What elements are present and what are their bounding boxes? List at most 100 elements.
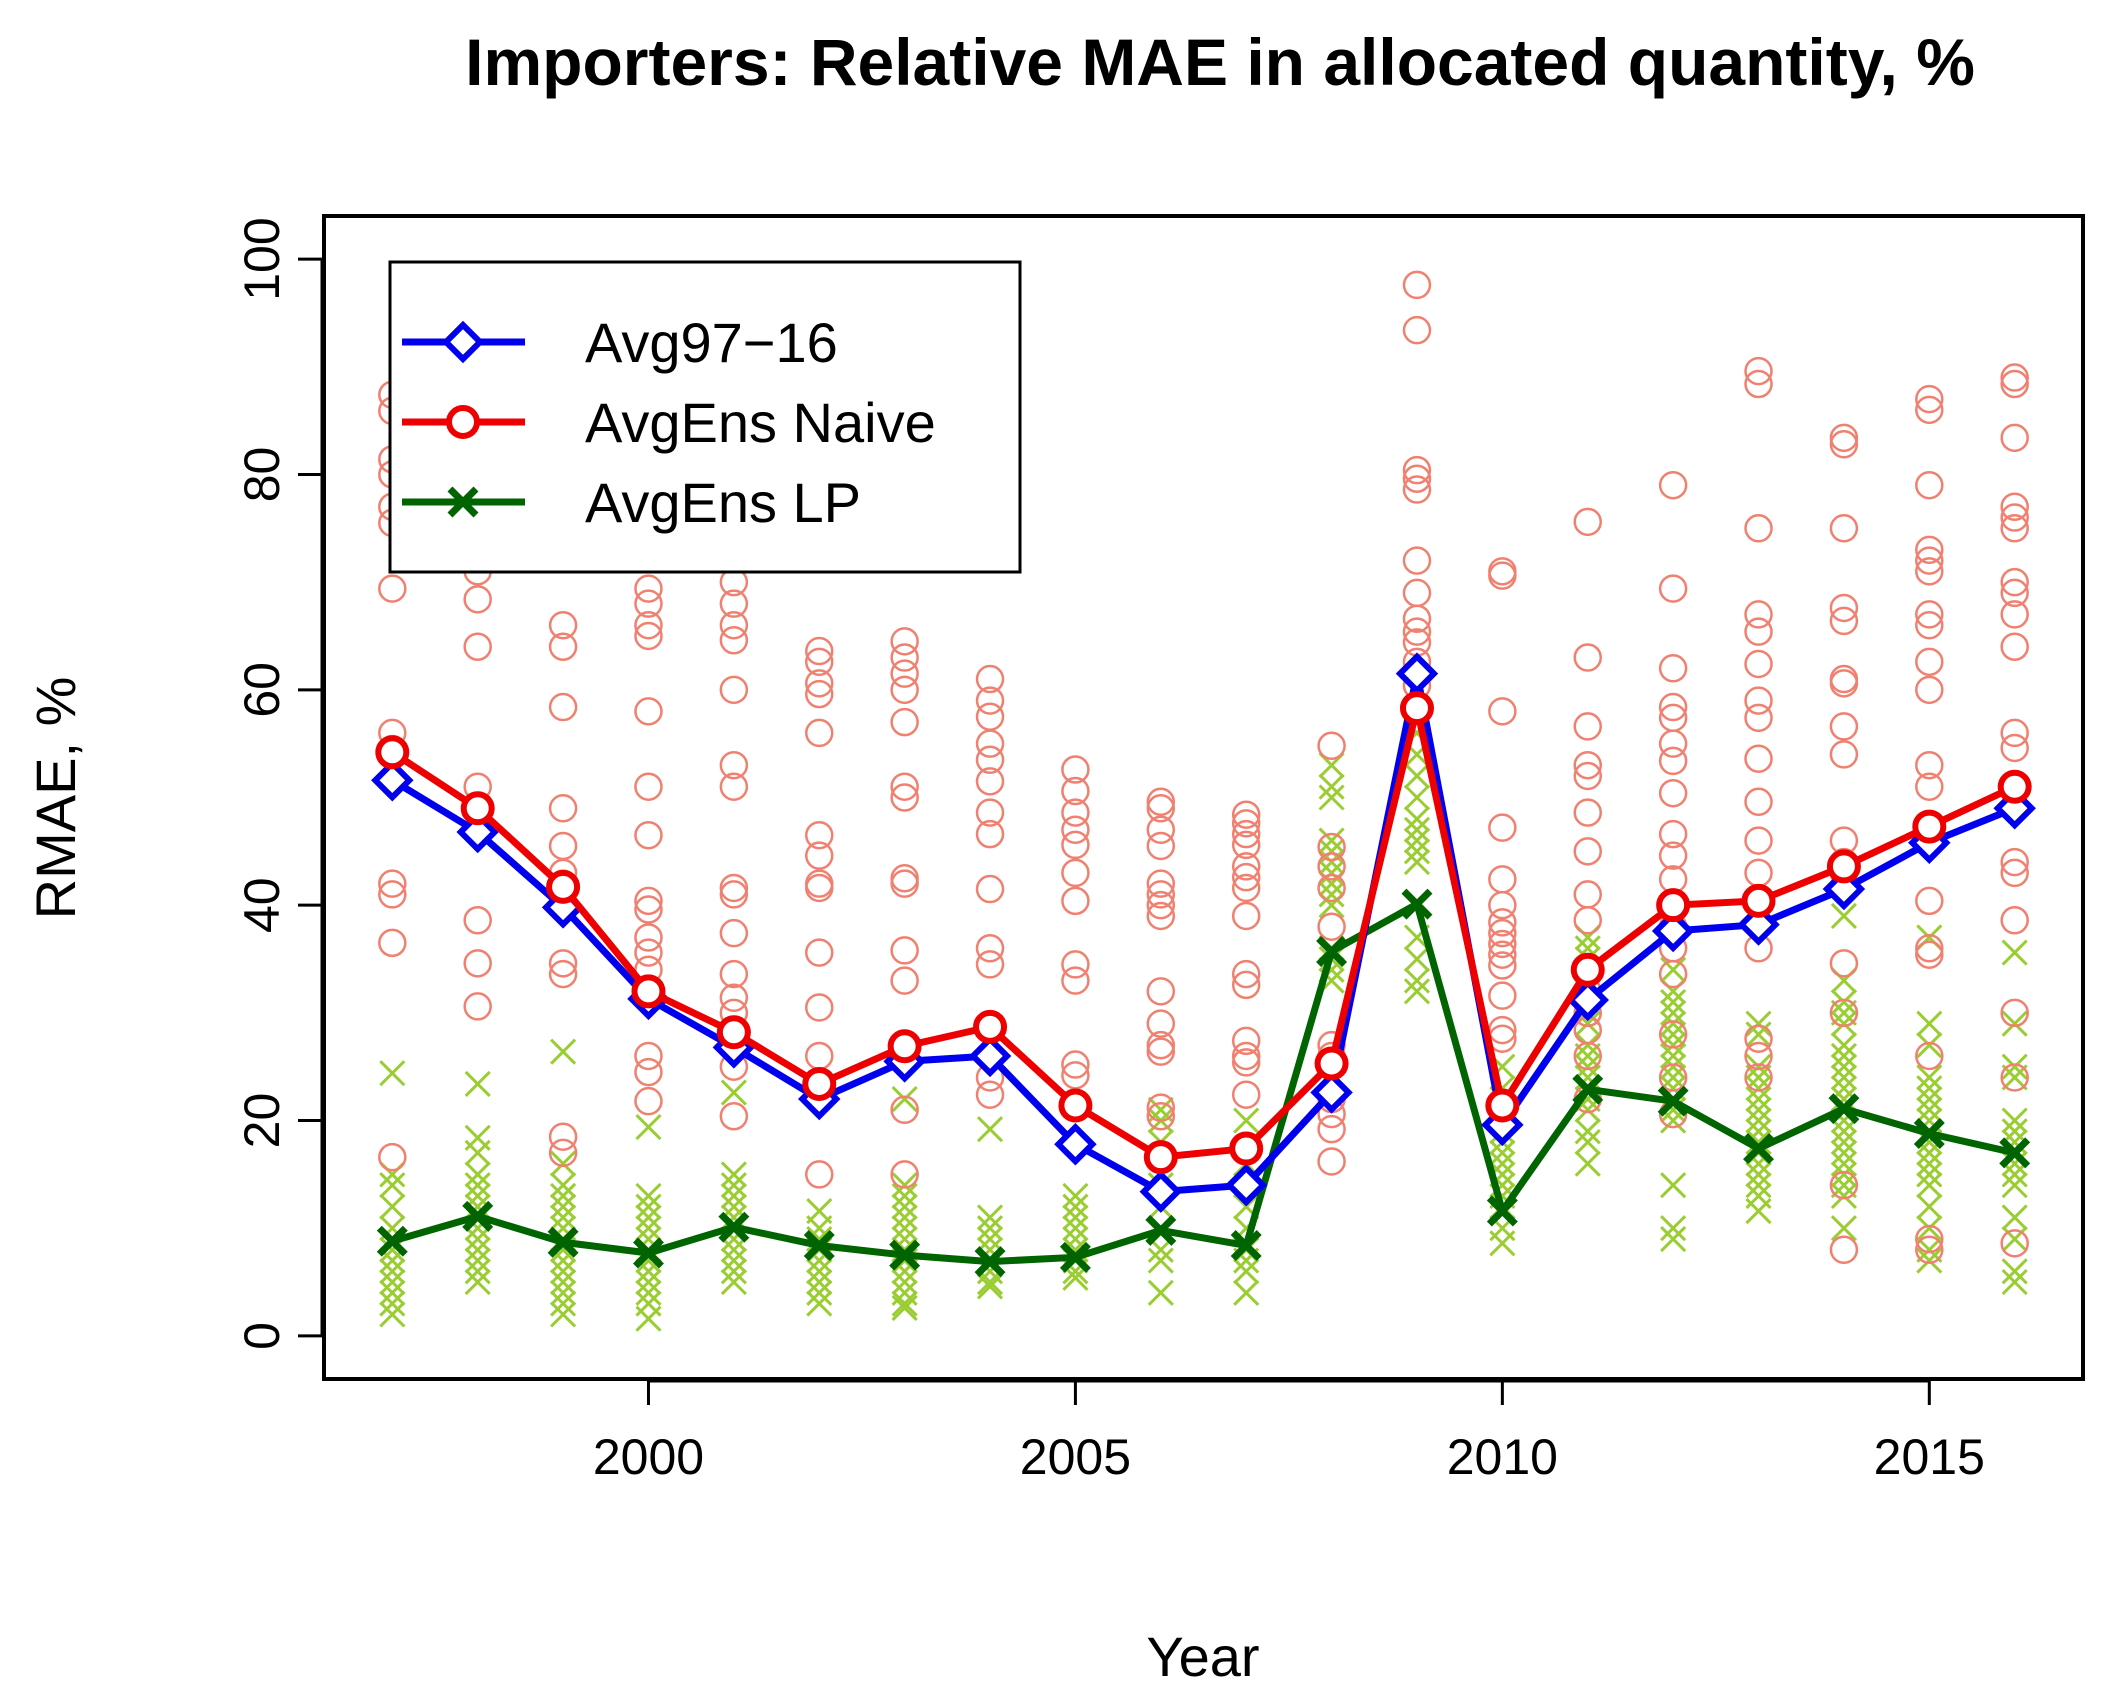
lp-ensemble-point [1574,1118,1601,1145]
naive-ensemble-point [634,923,663,952]
naive-ensemble-point [1573,1041,1602,1071]
series-point-lp [1230,1229,1262,1261]
lp-ensemble-point [1318,827,1345,854]
series-point-naive [1826,849,1861,884]
lp-ensemble-point [2001,1172,2028,1199]
naive-ensemble-point [805,873,834,903]
naive-ensemble-point [719,918,749,948]
naive-ensemble-point [1402,578,1432,608]
naive-ensemble-point [1488,813,1517,842]
naive-ensemble-point [634,589,663,618]
naive-ensemble-point [1402,315,1432,345]
lp-ensemble-point [1916,1215,1943,1242]
naive-ensemble-point [1658,729,1688,758]
naive-ensemble-point [975,819,1005,849]
naive-ensemble-point [1317,873,1346,903]
series-point-avg97 [1139,1170,1183,1213]
naive-ensemble-point [1915,1224,1944,1254]
naive-ensemble-point [1829,998,1859,1028]
naive-ensemble-point [634,820,663,850]
naive-ensemble-point [1061,1061,1090,1090]
naive-ensemble-point [890,643,919,672]
naive-ensemble-point [463,949,492,978]
legend-box [388,260,1022,574]
lp-ensemble-point [635,1113,662,1141]
naive-ensemble-point [719,983,749,1013]
naive-ensemble-point [805,1041,834,1071]
naive-ensemble-point [548,692,578,722]
lp-ensemble-point [891,1204,918,1231]
lp-ensemble-point [1660,989,1687,1016]
naive-ensemble-point [2000,363,2029,392]
lp-ensemble-point [464,1258,491,1285]
naive-ensemble-point [719,880,749,909]
lp-ensemble-point [1233,1258,1260,1285]
naive-ensemble-point [1744,826,1773,855]
lp-ensemble-point [1916,1010,1943,1037]
series-point-avg97 [456,810,499,854]
naive-ensemble-point [1573,750,1602,780]
naive-ensemble-point [719,610,749,640]
lp-ensemble-point [1745,1107,1772,1134]
lp-ensemble-point [1574,1053,1601,1080]
lp-ensemble-point [1830,1139,1857,1166]
naive-ensemble-point [2000,632,2029,661]
legend-marks [402,320,525,518]
naive-ensemble-point [1402,546,1432,575]
naive-ensemble-point [1658,654,1688,683]
naive-ensemble-point [805,820,834,850]
lp-ensemble-point [1489,1230,1516,1257]
naive-ensemble-point [1915,610,1944,640]
series-point-avg97 [1395,652,1439,695]
y-tick-label: 20 [234,1093,290,1149]
lp-ensemble-point [635,1193,662,1220]
naive-ensemble-point [1317,832,1346,862]
lp-ensemble-point [1233,1107,1260,1134]
series-point-lp [1828,1093,1860,1125]
lp-ensemble-point [1062,1204,1089,1231]
lp-ensemble-point [379,1172,406,1199]
naive-ensemble-point [1744,1063,1773,1092]
naive-ensemble-point [1488,697,1517,726]
naive-ensemble-point [463,585,492,614]
naive-ensemble-point [548,610,578,640]
naive-ensemble-point [1146,880,1176,909]
lp-ensemble-point [1403,762,1431,790]
naive-ensemble-point [1231,830,1261,860]
lp-ensemble-point [635,1182,662,1210]
naive-ensemble-point [1061,776,1090,806]
naive-ensemble-point [1231,852,1261,881]
lp-ensemble-point [1916,1085,1943,1113]
series-point-lp [376,1225,408,1257]
naive-ensemble-point [634,938,663,967]
naive-ensemble-point [1744,1024,1773,1053]
lp-ensemble-point [1403,805,1431,833]
series-point-naive [1314,1046,1349,1081]
series-point-naive [631,974,666,1009]
naive-ensemble-point [463,632,492,661]
naive-ensemble-point [2000,1063,2029,1092]
naive-ensemble-point [719,772,749,801]
naive-ensemble-point [1915,772,1944,801]
naive-ensemble-point [1829,606,1859,636]
series-point-naive [1143,1140,1178,1175]
lp-ensemble-point [1916,1172,1943,1199]
series-point-lp [974,1246,1006,1278]
series-point-avg97 [1651,909,1695,953]
naive-ensemble-point [1744,369,1773,399]
series-point-lp [1913,1118,1945,1149]
lp-ensemble-point [464,1236,491,1263]
series-point-naive [973,1009,1008,1044]
naive-ensemble-point [1231,1041,1261,1071]
lp-ensemble-point [1489,1139,1516,1166]
lp-ensemble-point [806,1258,833,1285]
lp-ensemble-point [806,1269,833,1296]
naive-ensemble-point [975,874,1005,904]
series-point-avg97 [1310,1071,1353,1114]
series-point-lp [633,1237,664,1269]
lp-ensemble-point [550,1301,577,1328]
naive-ensemble-point [2000,423,2029,453]
lp-ensemble-point [1403,827,1431,854]
lp-ensemble-point [2001,1161,2028,1188]
naive-ensemble-point [719,589,749,618]
